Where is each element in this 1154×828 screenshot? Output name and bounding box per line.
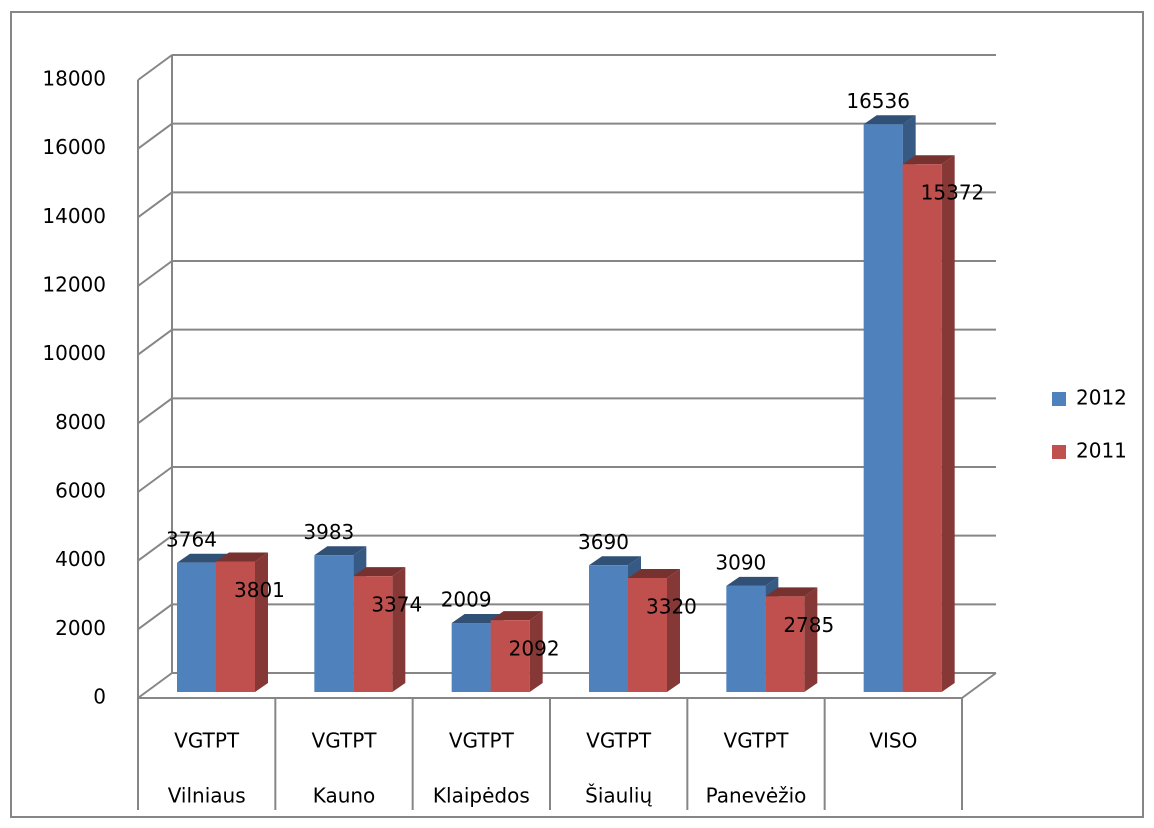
bar-front xyxy=(863,124,903,693)
bar-top xyxy=(628,569,680,579)
bar-side xyxy=(529,611,543,692)
bar xyxy=(216,552,268,692)
legend-label: 2012 xyxy=(1076,386,1127,410)
bar-top xyxy=(353,567,406,577)
x-tick-label: Panevėžio xyxy=(706,784,807,808)
bar-front xyxy=(216,561,255,692)
y-tick-label: 4000 xyxy=(55,547,106,571)
y-tick-label: 2000 xyxy=(55,616,106,640)
x-tick-label: VGTPT xyxy=(724,729,790,753)
bar-top xyxy=(726,576,779,586)
grid-line xyxy=(137,122,173,150)
bar xyxy=(628,569,680,692)
data-label: 3374 xyxy=(371,593,422,617)
x-tick-label: Klaipėdos xyxy=(433,784,530,808)
bar-front xyxy=(314,555,354,692)
data-label: 2785 xyxy=(783,613,834,637)
legend-label: 2011 xyxy=(1076,439,1127,463)
x-tick-label: Vilniaus xyxy=(168,784,246,808)
y-tick-label: 8000 xyxy=(55,410,106,434)
grid-line xyxy=(137,54,173,81)
x-tick-label: VGTPT xyxy=(449,729,515,753)
bar-front xyxy=(726,585,766,692)
x-tick-label: Šiaulių xyxy=(585,784,652,808)
data-label: 3320 xyxy=(646,595,697,619)
bar-top xyxy=(902,155,955,165)
bar-side xyxy=(392,567,406,692)
bar-front xyxy=(353,576,393,692)
y-tick-label: 10000 xyxy=(42,341,106,365)
bar-top xyxy=(490,611,543,621)
bar-side xyxy=(941,155,955,692)
legend-swatch xyxy=(1052,392,1066,406)
chart-border xyxy=(10,11,1144,818)
data-label: 2092 xyxy=(509,637,560,661)
y-tick-label: 16000 xyxy=(42,135,106,159)
x-tick-label: VGTPT xyxy=(174,729,240,753)
bar xyxy=(765,587,818,692)
data-label: 3764 xyxy=(166,527,217,551)
x-tick-label: Kauno xyxy=(313,784,376,808)
bar-front xyxy=(628,578,667,692)
x-tick-label: VGTPT xyxy=(312,729,378,753)
data-label: 3983 xyxy=(303,520,354,544)
grid-line xyxy=(137,603,173,631)
bar-top xyxy=(314,546,367,556)
bar-side xyxy=(255,552,268,692)
bar-front xyxy=(902,164,942,692)
bar-top xyxy=(589,556,641,566)
grid-line xyxy=(137,466,173,493)
bar-top xyxy=(216,552,268,562)
grid-line xyxy=(137,534,173,562)
bar-front xyxy=(589,565,628,692)
bar-top xyxy=(765,587,818,597)
data-label: 15372 xyxy=(921,181,985,205)
y-tick-label: 18000 xyxy=(42,67,106,91)
data-label: 3801 xyxy=(234,578,285,602)
bar xyxy=(490,611,543,692)
bar-front xyxy=(451,623,491,692)
grid-line xyxy=(137,328,173,356)
y-tick-label: 14000 xyxy=(42,204,106,228)
bar-front xyxy=(490,620,530,692)
bar-front xyxy=(765,596,805,692)
bar-top xyxy=(863,115,916,125)
grid-line xyxy=(137,672,173,699)
legend-swatch xyxy=(1052,445,1066,459)
x-tick-label: VGTPT xyxy=(586,729,652,753)
bar-side xyxy=(667,569,680,692)
data-label: 2009 xyxy=(441,588,492,612)
x-tick-label: VISO xyxy=(869,729,917,753)
data-label: 16536 xyxy=(846,89,910,113)
data-label: 3090 xyxy=(715,550,766,574)
bar xyxy=(902,155,955,692)
bar-side xyxy=(804,587,818,692)
y-tick-label: 12000 xyxy=(42,273,106,297)
bar-top xyxy=(177,553,229,563)
y-tick-label: 0 xyxy=(93,685,106,709)
floor-edge xyxy=(961,672,997,699)
grid-line xyxy=(137,397,173,425)
bar-front xyxy=(177,562,216,692)
data-label: 3690 xyxy=(578,530,629,554)
y-tick-label: 6000 xyxy=(55,479,106,503)
bar xyxy=(353,567,406,692)
grid-line xyxy=(137,191,173,219)
grid-line xyxy=(137,260,173,287)
